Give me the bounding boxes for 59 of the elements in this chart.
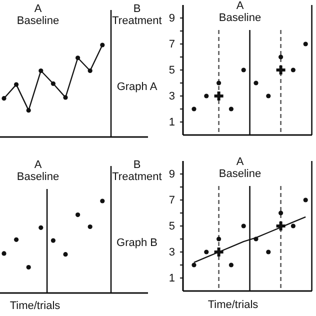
chart-title: A Baseline — [218, 156, 262, 180]
chart-title: A Baseline — [16, 3, 60, 28]
point — [278, 210, 284, 216]
x-axis-title: Time/trials — [10, 300, 61, 312]
text: B Treatment — [112, 3, 162, 28]
y-tick-label: 3 — [168, 90, 175, 103]
point — [63, 95, 68, 100]
point — [278, 54, 284, 60]
point — [204, 94, 209, 98]
point — [266, 94, 271, 98]
y-tick-label: 9 — [168, 12, 175, 25]
point — [2, 96, 6, 101]
point — [26, 108, 31, 113]
point — [216, 236, 222, 242]
point — [192, 262, 196, 268]
point — [214, 92, 224, 100]
point — [276, 66, 286, 74]
point — [2, 251, 6, 256]
chart-title: A Baseline — [16, 159, 60, 184]
y-tick-label: 5 — [168, 64, 175, 77]
point — [303, 198, 308, 202]
point — [100, 198, 105, 204]
y-tick-label: 7 — [168, 38, 175, 51]
y-tick-label: 9 — [168, 168, 175, 181]
point — [88, 68, 92, 74]
point — [76, 212, 80, 218]
point — [88, 224, 92, 230]
y-tick-label: 1 — [168, 116, 175, 129]
point — [38, 68, 44, 74]
point — [76, 56, 80, 60]
x-axis-title: Time/trials — [208, 299, 259, 311]
annotation: Graph B — [116, 237, 158, 249]
point — [204, 250, 209, 254]
point — [14, 237, 19, 242]
point — [50, 81, 56, 86]
point — [241, 68, 246, 72]
point — [216, 80, 222, 86]
point — [50, 238, 56, 243]
point — [192, 106, 196, 112]
y-tick-label: 5 — [168, 220, 175, 233]
text: B Treatment — [112, 159, 162, 184]
point — [38, 225, 44, 230]
chart-title: A Baseline — [218, 0, 262, 24]
point — [266, 250, 271, 254]
point — [26, 264, 31, 270]
y-tick-label: 1 — [168, 272, 175, 285]
point — [254, 80, 258, 86]
point — [303, 42, 308, 46]
point — [290, 68, 296, 72]
point — [63, 252, 68, 257]
point — [100, 42, 105, 48]
annotation: Graph A — [116, 81, 158, 93]
point — [14, 82, 19, 87]
point — [228, 262, 234, 268]
point — [290, 224, 296, 228]
point — [228, 106, 234, 112]
y-tick-label: 3 — [168, 246, 175, 259]
y-tick-label: 7 — [168, 194, 175, 207]
point — [241, 224, 246, 228]
